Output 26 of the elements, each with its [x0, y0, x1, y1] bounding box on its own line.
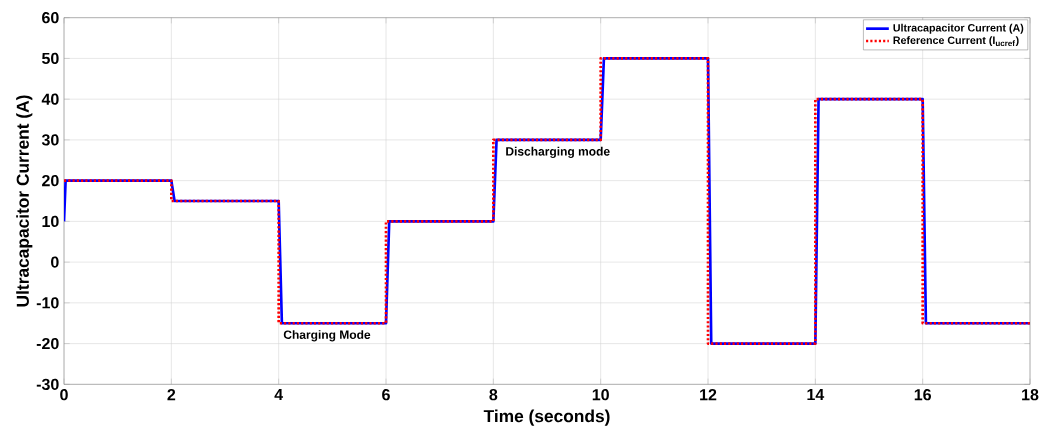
y-tick-label: -20	[36, 337, 59, 350]
annotation: Discharging mode	[506, 146, 610, 159]
y-tick-label: 30	[41, 134, 59, 146]
x-tick-label: 6	[382, 389, 390, 401]
x-tick-label: 8	[489, 389, 498, 401]
y-tick-label: -10	[36, 297, 59, 309]
x-axis-title: Time (seconds)	[483, 409, 610, 426]
legend-label: Ultracapacitor Current (A)	[893, 23, 1024, 34]
x-tick-label: 18	[1022, 389, 1039, 401]
x-tick-label: 4	[274, 389, 284, 401]
x-tick-label: 0	[60, 389, 68, 401]
y-tick-label: 60	[42, 12, 59, 24]
y-tick-label: -30	[36, 378, 59, 391]
x-tick-label: 16	[914, 389, 931, 401]
y-tick-label: 0	[51, 256, 59, 268]
y-tick-label: 10	[42, 215, 59, 228]
y-tick-label: 20	[42, 174, 59, 187]
annotation: Charging Mode	[283, 330, 371, 342]
y-axis-title: Ultracapacitor Current (A)	[16, 95, 33, 307]
x-tick-label: 12	[700, 389, 717, 401]
x-tick-label: 10	[592, 389, 609, 401]
x-tick-label: 2	[167, 389, 176, 401]
y-tick-label: 40	[41, 93, 59, 105]
legend-label: Reference Current (I$_{ucref}$)	[893, 36, 1019, 47]
x-tick-label: 14	[807, 389, 825, 401]
y-tick-label: 50	[42, 52, 59, 65]
